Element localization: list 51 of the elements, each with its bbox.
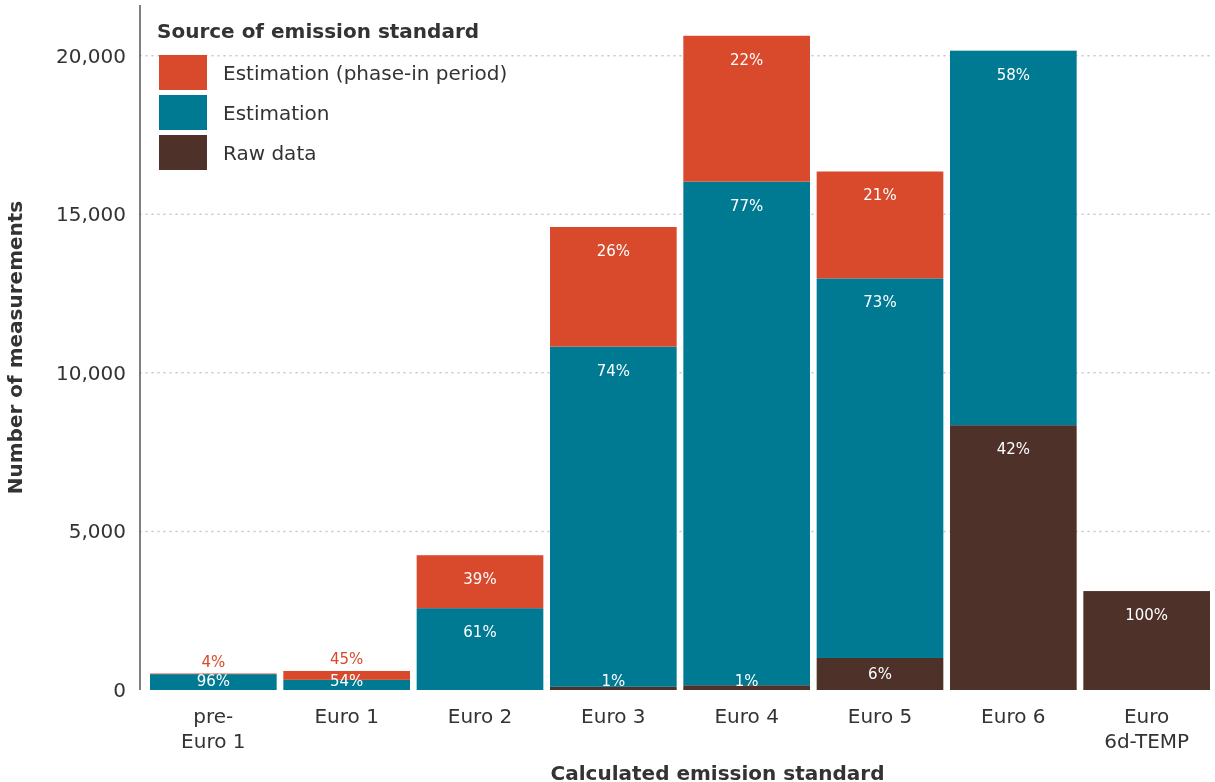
annotation: 21%: [863, 186, 897, 205]
annotation: 45%: [329, 649, 364, 668]
x-tick-label: pre- Euro 1: [181, 704, 246, 753]
bar: [683, 35, 810, 182]
y-axis-title: Number of measurements: [3, 200, 27, 495]
annotation: 26%: [596, 241, 631, 260]
bar: [816, 657, 944, 690]
legend-label: Raw data: [223, 141, 317, 165]
annotation: 1%: [734, 672, 759, 690]
bar: [816, 278, 944, 658]
bar: [550, 686, 677, 690]
x-axis-title: Calculated emission standard: [550, 761, 885, 782]
x-tick-label: Euro 4: [714, 704, 779, 728]
x-tick-label: Euro 5: [847, 704, 913, 728]
y-tick-label: 0: [113, 678, 126, 702]
bar: [950, 50, 1077, 426]
legend-label: Estimation (phase-in period): [223, 61, 508, 85]
bar: [550, 346, 677, 687]
annotation: 61%: [463, 623, 497, 642]
annotation: 4%: [201, 652, 226, 671]
annotation: 100%: [1125, 606, 1169, 625]
bar: [950, 425, 1077, 690]
x-tick-label: Euro 3: [581, 704, 646, 728]
annotation: 73%: [863, 293, 897, 312]
y-tick-label: 5,000: [68, 519, 126, 544]
x-tick-label: Euro 1: [314, 704, 379, 728]
bar: [683, 685, 810, 690]
annotation: 1%: [601, 672, 626, 690]
bar: [683, 181, 810, 686]
bar: [1083, 591, 1210, 690]
annotation: 77%: [729, 196, 764, 215]
annotation: 6%: [868, 664, 892, 683]
y-tick-label: 20,000: [56, 43, 126, 68]
x-tick-label: Euro 6: [981, 704, 1046, 728]
annotation: 39%: [463, 570, 497, 589]
y-tick-label: 10,000: [56, 360, 126, 385]
x-tick-label: Euro 6d-TEMP: [1104, 704, 1190, 753]
legend-title: Source of emission standard: [157, 19, 480, 43]
bar: [416, 608, 544, 690]
bar: [816, 171, 944, 279]
annotation: 58%: [996, 65, 1031, 84]
annotation: 74%: [596, 361, 631, 380]
annotation: 42%: [996, 440, 1031, 459]
y-tick-label: 15,000: [56, 202, 126, 227]
legend-label: Estimation: [223, 101, 330, 125]
x-tick-label: Euro 2: [447, 704, 513, 728]
annotation: 22%: [729, 50, 764, 69]
bar: [150, 674, 277, 690]
bar: [416, 555, 544, 609]
annotation: 96%: [196, 672, 231, 690]
bar: [550, 226, 677, 347]
